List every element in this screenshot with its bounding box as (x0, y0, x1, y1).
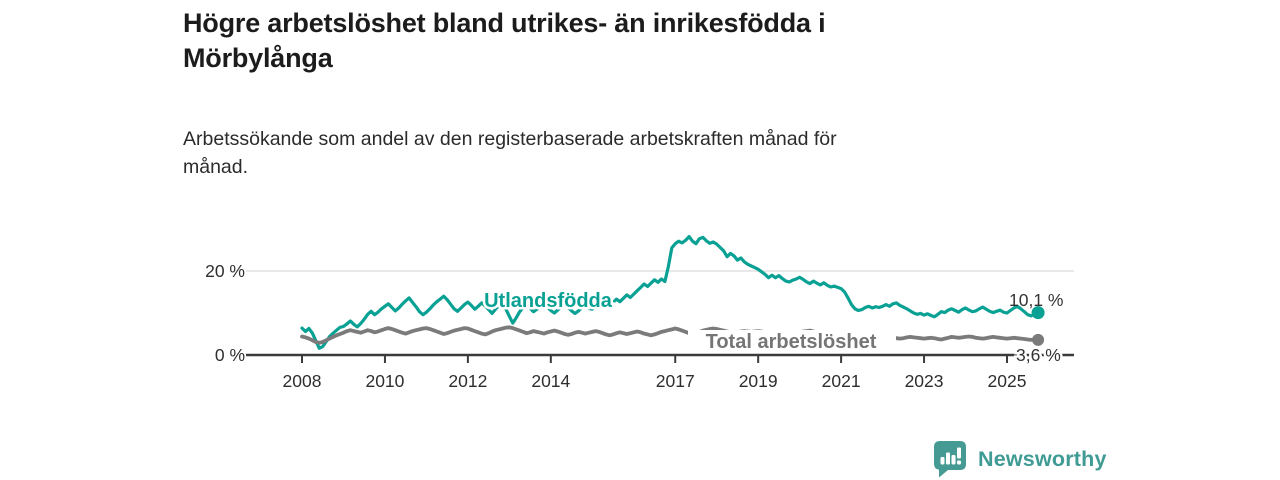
page-title-line-1: Högre arbetslöshet bland utrikes- än inr… (183, 8, 826, 38)
page-title: Högre arbetslöshet bland utrikes- än inr… (183, 6, 826, 76)
x-tick-label-2023: 2023 (905, 371, 944, 391)
end-dot-total (1032, 333, 1045, 346)
x-tick-label-2014: 2014 (531, 371, 570, 391)
footer-brand: Newsworthy (932, 440, 1107, 479)
unemployment-line-chart: 0 % 20 % 2008 2010 2012 2014 2017 2019 2021 2023 2… (190, 220, 1090, 400)
series-line-total (300, 325, 1040, 345)
series-label-total: Total arbetslöshet (706, 331, 877, 353)
y-tick-label-0: 0 % (215, 345, 245, 365)
chart-subtitle-line-2: månad. (183, 156, 249, 178)
end-value-label-total: 3,6 % (1016, 345, 1061, 365)
y-tick-label-1: 20 % (205, 261, 245, 281)
series-label-utlandsfodda: Utlandsfödda (484, 290, 613, 312)
x-tick-label-2012: 2012 (448, 371, 487, 391)
chart-subtitle-line-1: Arbetssökande som andel av den registerb… (183, 128, 837, 150)
x-tick-label-2021: 2021 (822, 371, 861, 391)
page-title-line-2: Mörbylånga (183, 43, 333, 73)
x-tick-label-2025: 2025 (988, 371, 1027, 391)
total-label-mask (688, 330, 896, 353)
newsworthy-logo-icon (934, 441, 966, 478)
x-tick-label-2008: 2008 (283, 371, 322, 391)
brand-name: Newsworthy (978, 447, 1107, 471)
end-value-label-utlandsfodda: 10,1 % (1009, 290, 1063, 310)
x-tick-label-2017: 2017 (656, 371, 695, 391)
series-line-utlandsfodda (300, 235, 1040, 350)
x-tick-label-2010: 2010 (365, 371, 404, 391)
chart-subtitle: Arbetssökande som andel av den registerb… (183, 125, 837, 181)
chart-canvas: 0 % 20 % 2008 2010 2012 2014 2017 2019 2021 2023 2… (205, 235, 1074, 391)
end-dot-utlandsfodda (1031, 306, 1045, 320)
x-tick-label-2019: 2019 (739, 371, 778, 391)
